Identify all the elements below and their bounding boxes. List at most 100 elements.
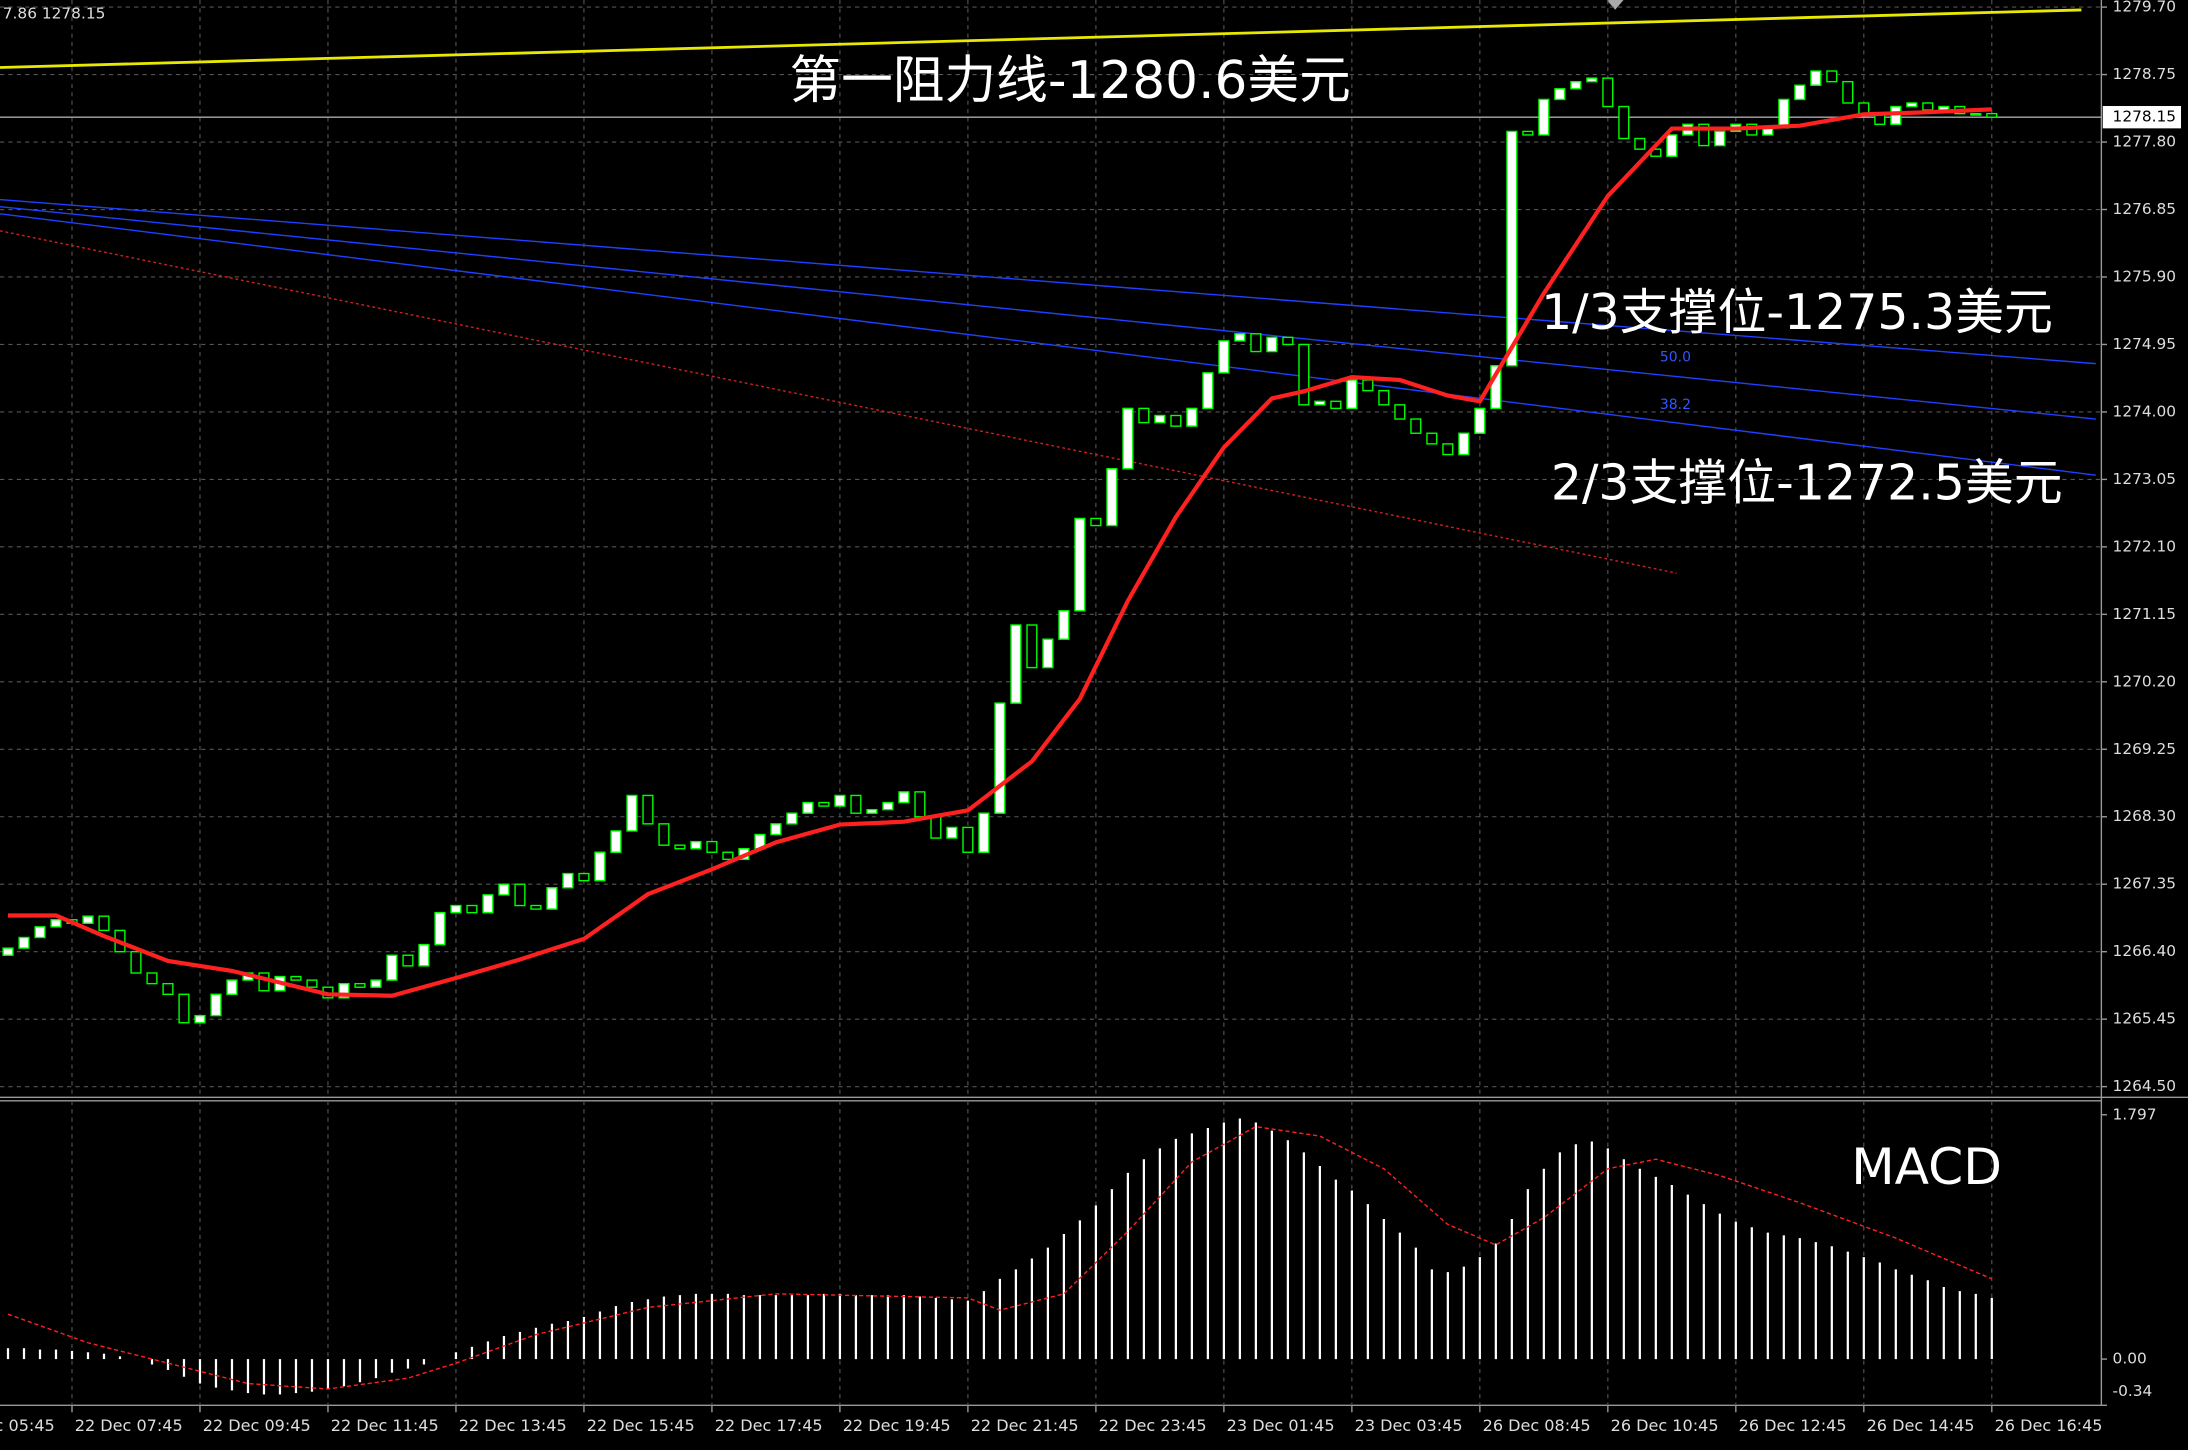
x-tick-label: 26 Dec 14:45 xyxy=(1867,1416,1975,1435)
candle-body xyxy=(434,911,446,946)
fib-label: 38.2 xyxy=(1660,397,1691,413)
candle-body xyxy=(1970,112,1982,116)
candle-body xyxy=(1058,610,1070,640)
candle-body xyxy=(450,904,462,914)
candle-body xyxy=(162,982,174,996)
candle-body xyxy=(306,979,318,988)
candle-body xyxy=(466,904,478,914)
x-tick-label: 26 Dec 10:45 xyxy=(1611,1416,1719,1435)
y-tick-label: 1271.15 xyxy=(2113,605,2177,623)
candle-body xyxy=(1026,624,1038,669)
candle-body xyxy=(1570,80,1582,90)
fib-label: 50.0 xyxy=(1660,350,1691,366)
candle-body xyxy=(290,975,302,981)
scroll-marker xyxy=(1606,0,1624,10)
y-tick-label: 1276.85 xyxy=(2113,200,2177,218)
candle-body xyxy=(674,844,686,850)
annotation: 2/3支撑位-1272.5美元 xyxy=(1551,455,2063,512)
candle-body xyxy=(1074,517,1086,612)
trend-line xyxy=(0,198,2096,365)
candle-body xyxy=(1922,102,1934,111)
candle-body xyxy=(1186,407,1198,427)
y-tick-label: 0.00 xyxy=(2113,1350,2147,1368)
y-tick-label: 1273.05 xyxy=(2113,470,2177,488)
trend-line xyxy=(0,205,2096,420)
candle-body xyxy=(1986,112,1998,118)
current-price-label: 1278.15 xyxy=(2113,108,2177,126)
annotation: 第一阻力线-1280.6美元 xyxy=(789,51,1350,111)
x-tick-label: 26 Dec 12:45 xyxy=(1739,1416,1847,1435)
candle-body xyxy=(946,826,958,839)
candle-body xyxy=(914,791,926,818)
candle-body xyxy=(210,993,222,1017)
candle-body xyxy=(978,812,990,853)
y-tick-label: 1272.10 xyxy=(2113,537,2177,555)
x-tick-label: 22 Dec 07:45 xyxy=(75,1416,183,1435)
y-tick-label: 1279.70 xyxy=(2113,0,2177,16)
candle-body xyxy=(882,801,894,811)
candle-body xyxy=(354,982,366,988)
candle-body xyxy=(690,840,702,850)
candle-body xyxy=(594,851,606,882)
candle-body xyxy=(962,826,974,853)
candle-body xyxy=(1154,414,1166,424)
candle-body xyxy=(898,791,910,804)
x-tick-label: 23 Dec 03:45 xyxy=(1355,1416,1463,1435)
candle-body xyxy=(1234,333,1246,342)
candle-body xyxy=(1106,468,1118,527)
candle-body xyxy=(1122,407,1134,470)
candle-body xyxy=(722,851,734,861)
candle-body xyxy=(1394,404,1406,420)
candle-body xyxy=(1362,379,1374,392)
candle-body xyxy=(146,972,158,985)
candle-body xyxy=(610,830,622,853)
candle-body xyxy=(1202,372,1214,410)
x-tick-label: 22 Dec 09:45 xyxy=(203,1416,311,1435)
y-tick-label: 1264.50 xyxy=(2113,1077,2177,1095)
candle-body xyxy=(1810,70,1822,86)
candle-body xyxy=(1666,134,1678,157)
candle-body xyxy=(818,801,830,807)
candle-body xyxy=(578,872,590,882)
candle-body xyxy=(1506,130,1518,367)
candle-body xyxy=(1858,102,1870,115)
candle-body xyxy=(1618,105,1630,140)
candle-body xyxy=(386,954,398,981)
y-tick-label: 1274.00 xyxy=(2113,402,2177,420)
candle-body xyxy=(1554,88,1566,101)
candle-body xyxy=(1218,340,1230,374)
info-text: 7.86 1278.15 xyxy=(3,4,106,22)
candle-body xyxy=(178,993,190,1024)
candle-body xyxy=(786,812,798,825)
x-tick-label: 22 Dec 23:45 xyxy=(1099,1416,1207,1435)
candle-body xyxy=(1410,418,1422,434)
candle-body xyxy=(418,943,430,967)
candle-body xyxy=(1490,365,1502,410)
x-tick-label: 22 Dec 19:45 xyxy=(843,1416,951,1435)
candle-body xyxy=(994,702,1006,814)
x-tick-label: 22 Dec 05:45 xyxy=(0,1416,55,1435)
candle-body xyxy=(1794,84,1806,101)
candle-body xyxy=(562,872,574,889)
candle-body xyxy=(1826,70,1838,83)
candle-body xyxy=(1842,80,1854,104)
candle-body xyxy=(98,915,110,932)
candle-body xyxy=(1602,77,1614,108)
candle-body xyxy=(2,947,14,956)
x-tick-label: 22 Dec 15:45 xyxy=(587,1416,695,1435)
x-tick-label: 22 Dec 11:45 xyxy=(331,1416,439,1435)
candle-body xyxy=(1170,414,1182,427)
candle-body xyxy=(546,887,558,910)
x-tick-label: 22 Dec 13:45 xyxy=(459,1416,567,1435)
candle-body xyxy=(1522,130,1534,136)
candle-body xyxy=(1090,517,1102,527)
candle-body xyxy=(338,982,350,999)
macd-title: MACD xyxy=(1851,1137,2002,1196)
signal-line xyxy=(7,1125,1993,1390)
candle-body xyxy=(130,950,142,974)
trend-line xyxy=(0,230,1677,574)
x-tick-label: 22 Dec 21:45 xyxy=(971,1416,1079,1435)
y-tick-label: 1269.25 xyxy=(2113,740,2177,758)
y-tick-label: 1270.20 xyxy=(2113,672,2177,690)
